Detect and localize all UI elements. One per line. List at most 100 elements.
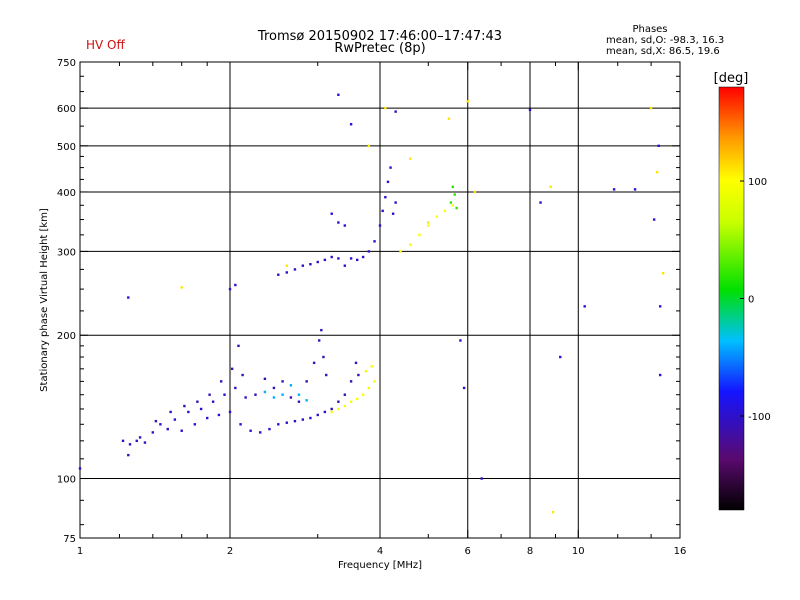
data-point: [462, 386, 466, 390]
data-point: [337, 400, 340, 403]
data-point: [234, 386, 237, 390]
data-point: [367, 250, 371, 253]
data-point: [272, 386, 276, 390]
y-axis-label: Stationary phase Virtual Height [km]: [39, 208, 50, 392]
x-tick-label: 4: [377, 546, 383, 557]
data-point: [228, 410, 232, 414]
data-point: [309, 416, 312, 420]
data-point: [78, 467, 82, 470]
chart-title: Tromsø 20150902 17:46:00–17:47:43: [257, 29, 502, 44]
data-point: [370, 365, 373, 368]
stats-heading: Phases: [632, 24, 667, 35]
colorbar-tick-label: 100: [748, 177, 767, 188]
data-point: [293, 268, 297, 271]
data-point: [254, 393, 257, 396]
data-point: [237, 344, 240, 348]
data-point: [323, 410, 327, 414]
data-point: [443, 209, 447, 213]
data-point: [652, 218, 656, 221]
data-point: [549, 185, 552, 189]
data-point: [277, 273, 280, 276]
data-point: [473, 190, 477, 194]
data-point: [418, 233, 421, 237]
y-tick-label: 300: [57, 247, 76, 258]
data-point: [239, 423, 242, 426]
data-point: [361, 393, 365, 396]
data-point: [154, 419, 158, 423]
data-point: [193, 423, 197, 426]
colorbar-tick-label: -100: [748, 412, 771, 423]
colorbar-label: [deg]: [714, 71, 749, 86]
x-tick-label: 16: [674, 546, 687, 557]
x-tick-label: 1: [77, 546, 83, 557]
data-point: [337, 407, 340, 411]
data-point: [449, 201, 453, 204]
data-point: [453, 193, 456, 196]
data-point: [361, 255, 365, 259]
data-point: [199, 407, 203, 411]
data-point: [317, 339, 321, 342]
data-point: [320, 328, 323, 332]
data-point: [657, 144, 660, 148]
data-point: [301, 418, 305, 421]
data-point: [612, 188, 616, 191]
data-point: [394, 201, 397, 204]
data-point: [447, 117, 451, 120]
data-point: [289, 396, 293, 399]
hv-status-label: HV Off: [86, 38, 125, 52]
data-point: [386, 180, 390, 184]
colorbar: [718, 86, 745, 511]
data-point: [180, 429, 183, 432]
data-point: [244, 396, 247, 399]
data-point: [451, 204, 455, 207]
data-point: [127, 296, 130, 299]
data-point: [151, 431, 155, 434]
data-point: [655, 171, 659, 174]
x-tick-label: 2: [227, 546, 233, 557]
data-point: [384, 195, 387, 199]
data-point: [196, 400, 199, 403]
data-point: [367, 386, 371, 390]
data-point: [249, 429, 252, 432]
data-point: [451, 185, 455, 189]
data-point: [293, 419, 297, 423]
data-point: [297, 400, 301, 403]
stats-line-o: mean, sd,O: -98.3, 16.3: [606, 35, 724, 46]
data-point: [389, 166, 392, 169]
data-point: [455, 206, 458, 210]
y-tick-label: 500: [57, 142, 76, 153]
data-point: [480, 477, 483, 480]
x-axis-label: Frequency [MHz]: [338, 560, 422, 571]
data-point: [301, 264, 305, 267]
data-point: [364, 370, 368, 373]
data-point: [466, 100, 469, 103]
data-point: [583, 305, 586, 308]
data-point: [217, 413, 221, 417]
data-point: [381, 209, 384, 213]
data-point: [316, 413, 319, 417]
colorbar-ticks: 100 0 -100: [740, 177, 771, 423]
data-point: [435, 215, 438, 218]
data-point: [337, 93, 340, 96]
y-axis: 75 100 200 300 400 500 600 750: [57, 58, 680, 545]
data-point: [323, 258, 327, 262]
stats-line-x: mean, sd,X: 86.5, 19.6: [606, 46, 720, 57]
data-point: [528, 108, 532, 112]
data-point: [305, 380, 308, 383]
data-point: [343, 393, 347, 396]
data-point: [223, 393, 226, 396]
data-point: [268, 427, 271, 431]
data-point: [378, 224, 382, 227]
data-point: [143, 441, 147, 444]
data-points: [78, 93, 665, 514]
data-point: [658, 305, 662, 308]
data-point: [211, 400, 215, 403]
data-point: [234, 283, 237, 287]
y-tick-label: 200: [57, 331, 76, 342]
data-point: [272, 396, 276, 399]
data-point: [289, 384, 293, 387]
data-point: [427, 224, 430, 227]
data-point: [230, 367, 234, 371]
x-tick-label: 8: [527, 546, 533, 557]
